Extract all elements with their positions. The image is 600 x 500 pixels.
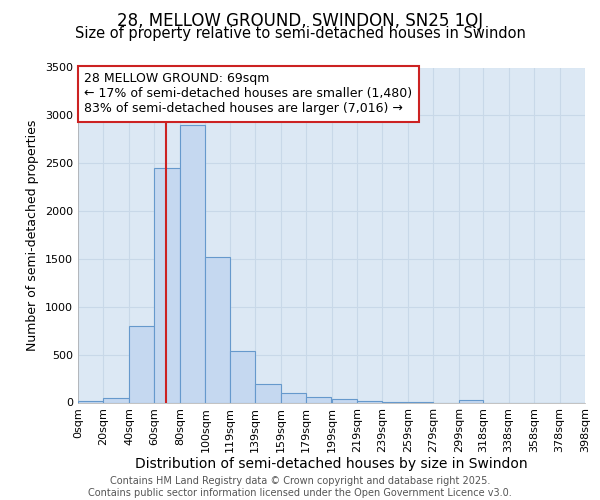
Y-axis label: Number of semi-detached properties: Number of semi-detached properties bbox=[26, 120, 40, 350]
Bar bbox=[357, 400, 382, 402]
Bar bbox=[129, 326, 154, 402]
Bar bbox=[331, 399, 357, 402]
Bar bbox=[281, 394, 306, 402]
Bar bbox=[230, 351, 255, 403]
Bar bbox=[154, 168, 180, 402]
Text: Size of property relative to semi-detached houses in Swindon: Size of property relative to semi-detach… bbox=[74, 26, 526, 41]
Bar bbox=[255, 384, 281, 402]
Bar bbox=[103, 398, 129, 402]
Text: 28, MELLOW GROUND, SWINDON, SN25 1QJ: 28, MELLOW GROUND, SWINDON, SN25 1QJ bbox=[117, 12, 483, 30]
X-axis label: Distribution of semi-detached houses by size in Swindon: Distribution of semi-detached houses by … bbox=[135, 456, 528, 470]
Bar bbox=[78, 400, 103, 402]
Bar bbox=[459, 400, 483, 402]
Bar bbox=[180, 125, 205, 402]
Bar bbox=[306, 397, 331, 402]
Text: 28 MELLOW GROUND: 69sqm
← 17% of semi-detached houses are smaller (1,480)
83% of: 28 MELLOW GROUND: 69sqm ← 17% of semi-de… bbox=[85, 72, 412, 116]
Text: Contains HM Land Registry data © Crown copyright and database right 2025.
Contai: Contains HM Land Registry data © Crown c… bbox=[88, 476, 512, 498]
Bar bbox=[205, 257, 230, 402]
